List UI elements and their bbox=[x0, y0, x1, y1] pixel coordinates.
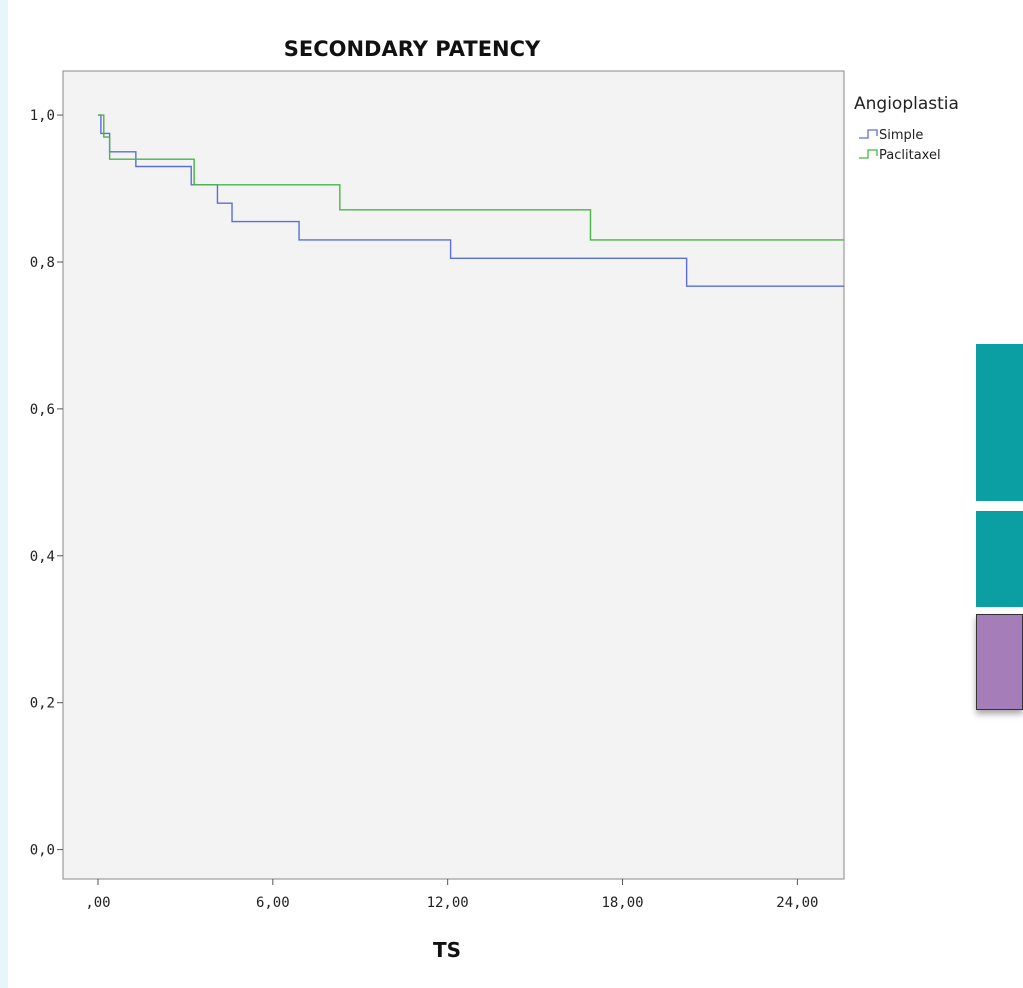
legend-title: Angioplastia bbox=[854, 94, 959, 114]
survival-chart: SECONDARY PATENCY 0,0 0,2 0,4 0,6 0,8 1,0 ,00… bbox=[30, 37, 959, 962]
y-tick-label: 1,0 bbox=[30, 108, 55, 124]
x-tick-label: 6,00 bbox=[256, 895, 290, 911]
teal-box-lower bbox=[976, 511, 1023, 607]
y-axis: 0,0 0,2 0,4 0,6 0,8 1,0 bbox=[30, 108, 63, 859]
legend: Angioplastia Simple Paclitaxel bbox=[854, 94, 959, 163]
teal-box-upper bbox=[976, 344, 1023, 501]
y-tick-label: 0,6 bbox=[30, 402, 55, 418]
legend-swatch-paclitaxel bbox=[859, 149, 878, 159]
x-tick-label: 18,00 bbox=[601, 895, 643, 911]
legend-swatch-simple bbox=[859, 129, 878, 139]
x-tick-label: 24,00 bbox=[776, 895, 818, 911]
y-tick-label: 0,0 bbox=[30, 843, 55, 859]
chart-title: SECONDARY PATENCY bbox=[284, 37, 541, 61]
x-axis: ,00 6,00 12,00 18,00 24,00 bbox=[85, 879, 818, 911]
plot-area bbox=[62, 70, 845, 880]
series-layer bbox=[97, 114, 844, 287]
x-axis-label: TS bbox=[433, 938, 461, 962]
chart-panel: SECONDARY PATENCY 0,0 0,2 0,4 0,6 0,8 1,0 ,00… bbox=[8, 0, 1023, 988]
x-tick-label: 12,00 bbox=[427, 895, 469, 911]
x-tick-label: ,00 bbox=[85, 895, 110, 911]
legend-label-paclitaxel: Paclitaxel bbox=[879, 148, 941, 163]
y-tick-label: 0,2 bbox=[30, 696, 55, 712]
y-tick-label: 0,4 bbox=[30, 549, 55, 565]
y-tick-label: 0,8 bbox=[30, 255, 55, 271]
purple-box bbox=[976, 614, 1023, 710]
legend-label-simple: Simple bbox=[879, 128, 923, 143]
series-line-paclitaxel bbox=[97, 114, 844, 241]
